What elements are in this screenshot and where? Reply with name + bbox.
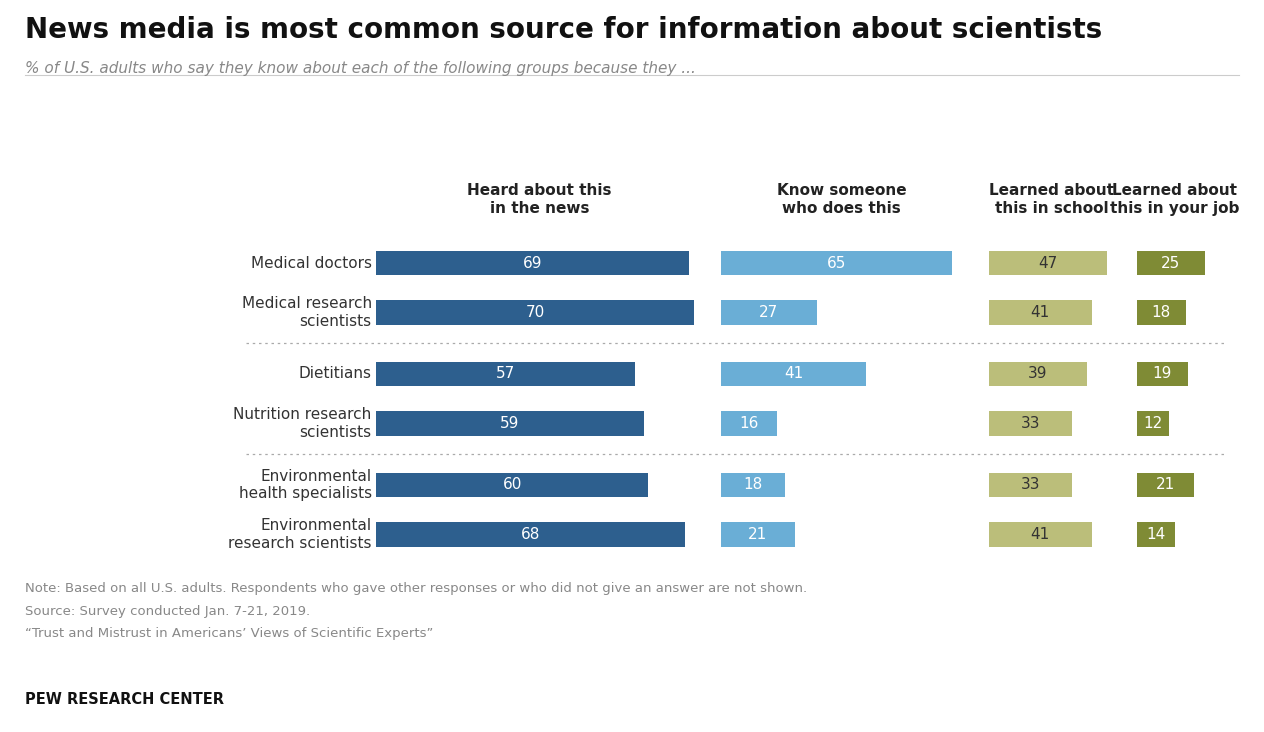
Text: 57: 57 <box>495 367 514 381</box>
Text: 21: 21 <box>1155 477 1174 493</box>
Bar <box>1136 300 1186 325</box>
Text: % of U.S. adults who say they know about each of the following groups because th: % of U.S. adults who say they know about… <box>25 61 696 76</box>
Text: 33: 33 <box>1020 416 1040 431</box>
Bar <box>720 362 866 386</box>
Text: 39: 39 <box>1028 367 1048 381</box>
Text: 21: 21 <box>748 527 767 542</box>
Text: “Trust and Mistrust in Americans’ Views of Scientific Experts”: “Trust and Mistrust in Americans’ Views … <box>25 627 434 640</box>
Bar <box>988 300 1092 325</box>
Text: Know someone
who does this: Know someone who does this <box>776 184 906 216</box>
Bar <box>720 473 785 497</box>
Text: Nutrition research
scientists: Nutrition research scientists <box>234 407 372 440</box>
Bar <box>377 411 643 436</box>
Text: News media is most common source for information about scientists: News media is most common source for inf… <box>25 16 1102 44</box>
Text: Learned about
this in school: Learned about this in school <box>990 184 1114 216</box>
Bar <box>377 362 635 386</box>
Bar <box>988 251 1107 275</box>
Text: 18: 18 <box>1152 305 1170 320</box>
Text: 14: 14 <box>1146 527 1165 542</box>
Text: Medical doctors: Medical doctors <box>250 255 372 271</box>
Text: 33: 33 <box>1020 477 1040 493</box>
Bar <box>377 251 689 275</box>
Bar <box>377 522 685 547</box>
Bar <box>1136 251 1205 275</box>
Bar <box>720 300 817 325</box>
Text: Learned about
this in your job: Learned about this in your job <box>1110 184 1239 216</box>
Bar <box>720 251 952 275</box>
Text: PEW RESEARCH CENTER: PEW RESEARCH CENTER <box>25 692 224 706</box>
Text: Dietitians: Dietitians <box>298 367 372 381</box>
Bar <box>1136 411 1169 436</box>
Text: Source: Survey conducted Jan. 7-21, 2019.: Source: Survey conducted Jan. 7-21, 2019… <box>25 605 311 618</box>
Bar <box>720 411 777 436</box>
Text: 41: 41 <box>1030 305 1050 320</box>
Text: Environmental
research scientists: Environmental research scientists <box>229 518 372 550</box>
Text: 27: 27 <box>758 305 779 320</box>
Bar <box>1136 473 1193 497</box>
Bar <box>988 522 1092 547</box>
Text: 16: 16 <box>739 416 758 431</box>
Text: Heard about this
in the news: Heard about this in the news <box>468 184 612 216</box>
Bar <box>1136 362 1188 386</box>
Bar <box>1136 522 1174 547</box>
Bar <box>988 411 1072 436</box>
Text: 70: 70 <box>526 305 545 320</box>
Text: 59: 59 <box>501 416 520 431</box>
Bar <box>377 300 694 325</box>
Text: 69: 69 <box>523 255 542 271</box>
Bar <box>988 362 1087 386</box>
Text: 25: 25 <box>1160 255 1181 271</box>
Text: 41: 41 <box>784 367 803 381</box>
Bar <box>377 473 648 497</box>
Text: 68: 68 <box>521 527 540 542</box>
Text: 60: 60 <box>503 477 522 493</box>
Text: 19: 19 <box>1153 367 1172 381</box>
Text: Medical research
scientists: Medical research scientists <box>241 296 372 329</box>
Text: Environmental
health specialists: Environmental health specialists <box>239 468 372 501</box>
Text: 65: 65 <box>827 255 846 271</box>
Text: 18: 18 <box>743 477 762 493</box>
Text: Note: Based on all U.S. adults. Respondents who gave other responses or who did : Note: Based on all U.S. adults. Responde… <box>25 582 808 595</box>
Text: 47: 47 <box>1038 255 1058 271</box>
Text: 41: 41 <box>1030 527 1050 542</box>
Text: 12: 12 <box>1144 416 1163 431</box>
Bar <box>720 522 795 547</box>
Bar <box>988 473 1072 497</box>
